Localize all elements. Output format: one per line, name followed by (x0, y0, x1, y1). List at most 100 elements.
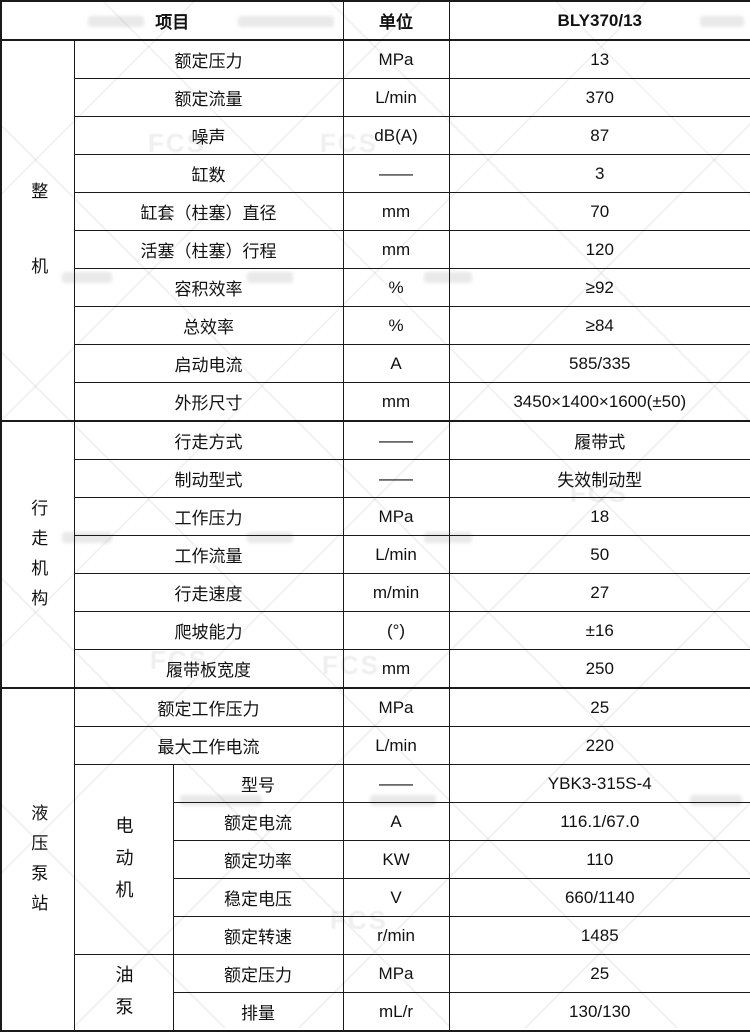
unit-cell: mm (342, 192, 450, 231)
unit-cell: m/min (342, 573, 450, 612)
value-cell: 13 (448, 39, 750, 79)
unit-cell: % (342, 268, 450, 307)
item-cell: 总效率 (73, 306, 344, 345)
unit-cell: dB(A) (342, 116, 450, 155)
unit-cell: A (342, 802, 450, 841)
value-cell: 3450×1400×1600(±50) (448, 382, 750, 422)
unit-cell: —— (342, 420, 450, 460)
value-cell: 250 (448, 649, 750, 689)
section-label-whole-machine: 整机 (0, 39, 75, 422)
value-cell: 110 (448, 840, 750, 879)
value-cell: YBK3-315S-4 (448, 764, 750, 803)
unit-cell: —— (342, 764, 450, 803)
value-cell: 3 (448, 154, 750, 193)
unit-cell: —— (342, 154, 450, 193)
value-cell: 660/1140 (448, 878, 750, 917)
item-cell: 工作流量 (73, 535, 344, 574)
item-cell: 缸数 (73, 154, 344, 193)
section-label-text: 整机 (28, 182, 48, 332)
header-item-cell: 项目 (0, 0, 344, 41)
unit-cell: (°) (342, 611, 450, 650)
value-cell: 130/130 (448, 992, 750, 1032)
unit-cell: mm (342, 230, 450, 269)
unit-cell: % (342, 306, 450, 345)
table-row: 额定电流 A 116.1/67.0 (1, 802, 750, 841)
group-label-electric-motor: 电动机 (73, 764, 174, 955)
unit-cell: MPa (342, 954, 450, 993)
item-cell: 行走速度 (73, 573, 344, 612)
table-row: 制动型式 —— 失效制动型 (1, 459, 750, 498)
unit-cell: L/min (342, 726, 450, 765)
table-row: 排量 mL/r 130/130 (1, 992, 750, 1032)
unit-cell: MPa (342, 39, 450, 79)
value-cell: 70 (448, 192, 750, 231)
value-cell: 220 (448, 726, 750, 765)
table-row: 整机 额定压力 MPa 13 (0, 39, 750, 422)
section-label-hydraulic-pump-station: 液压泵站 (0, 687, 75, 1032)
value-cell: ±16 (448, 611, 750, 650)
item-cell: 型号 (172, 764, 344, 803)
table-row: 履带板宽度 mm 250 (1, 649, 750, 689)
value-cell: ≥84 (448, 306, 750, 345)
table-row: 工作压力 MPa 18 (1, 497, 750, 536)
item-cell: 外形尺寸 (73, 382, 344, 422)
unit-cell: MPa (342, 497, 450, 536)
section-label-text: 液压泵站 (28, 803, 48, 924)
value-cell: 25 (448, 954, 750, 993)
value-cell: ≥92 (448, 268, 750, 307)
item-cell: 额定压力 (172, 954, 344, 993)
value-cell: 失效制动型 (448, 459, 750, 498)
table-row: 噪声 dB(A) 87 (1, 116, 750, 155)
item-cell: 额定工作压力 (73, 687, 344, 727)
table-row: 缸套（柱塞）直径 mm 70 (1, 192, 750, 231)
item-cell: 制动型式 (73, 459, 344, 498)
table-row: 爬坡能力 (°) ±16 (1, 611, 750, 650)
table-header-row: 项目 单位 BLY370/13 (0, 0, 750, 41)
item-cell: 噪声 (73, 116, 344, 155)
group-label-text: 电动机 (113, 816, 134, 912)
value-cell: 1485 (448, 916, 750, 955)
value-cell: 120 (448, 230, 750, 269)
unit-cell: —— (342, 459, 450, 498)
value-cell: 履带式 (448, 420, 750, 460)
table-row: 缸数 —— 3 (1, 154, 750, 193)
table-row: 总效率 % ≥84 (1, 306, 750, 345)
value-cell: 370 (448, 78, 750, 117)
header-unit-cell: 单位 (342, 0, 450, 41)
item-cell: 爬坡能力 (73, 611, 344, 650)
item-cell: 行走方式 (73, 420, 344, 460)
table-row: 额定转速 r/min 1485 (1, 916, 750, 955)
item-cell: 活塞（柱塞）行程 (73, 230, 344, 269)
unit-cell: mL/r (342, 992, 450, 1032)
item-cell: 容积效率 (73, 268, 344, 307)
item-cell: 额定转速 (172, 916, 344, 955)
value-cell: 50 (448, 535, 750, 574)
unit-cell: MPa (342, 687, 450, 727)
table-row: 外形尺寸 mm 3450×1400×1600(±50) (1, 382, 750, 422)
table-row: 启动电流 A 585/335 (1, 344, 750, 383)
table-row: 油泵 额定压力 MPa 25 (1, 954, 750, 1032)
header-model-cell: BLY370/13 (448, 0, 750, 41)
item-cell: 启动电流 (73, 344, 344, 383)
unit-cell: L/min (342, 78, 450, 117)
unit-cell: V (342, 878, 450, 917)
section-label-travel-mechanism: 行走机构 (0, 420, 75, 689)
table-row: 行走机构 行走方式 —— 履带式 (0, 420, 750, 689)
item-cell: 额定电流 (172, 802, 344, 841)
table-row: 最大工作电流 L/min 220 (1, 726, 750, 765)
table-row: 电动机 型号 —— YBK3-315S-4 (1, 764, 750, 955)
group-label-text: 油泵 (113, 965, 134, 1029)
value-cell: 27 (448, 573, 750, 612)
item-cell: 工作压力 (73, 497, 344, 536)
table-row: 额定功率 KW 110 (1, 840, 750, 879)
value-cell: 87 (448, 116, 750, 155)
item-cell: 排量 (172, 992, 344, 1032)
unit-cell: KW (342, 840, 450, 879)
item-cell: 缸套（柱塞）直径 (73, 192, 344, 231)
table-row: 容积效率 % ≥92 (1, 268, 750, 307)
unit-cell: L/min (342, 535, 450, 574)
value-cell: 18 (448, 497, 750, 536)
unit-cell: mm (342, 649, 450, 689)
